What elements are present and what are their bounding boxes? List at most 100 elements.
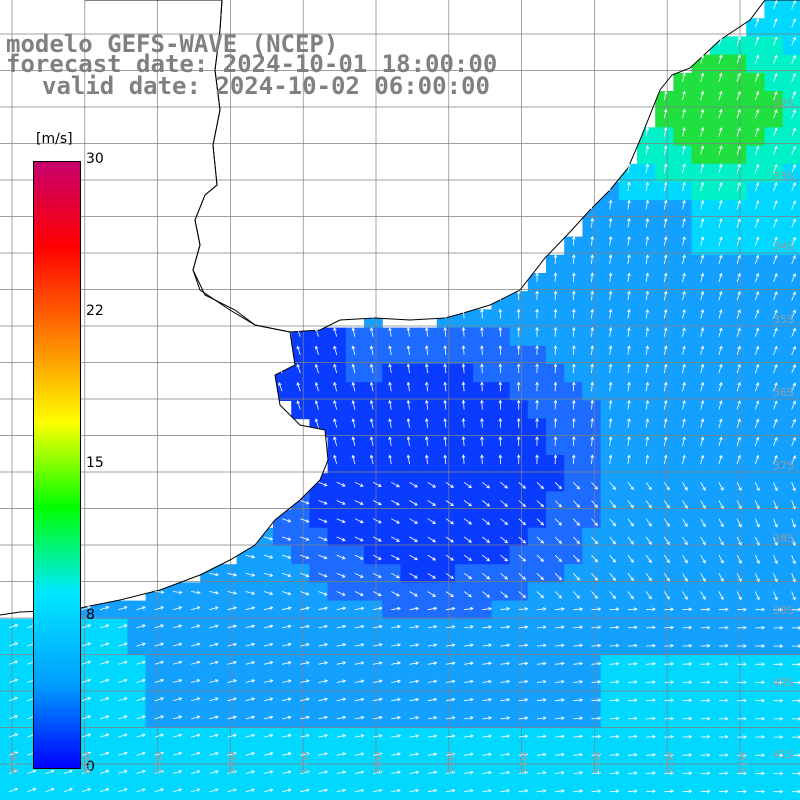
wind-arrow (318, 715, 329, 720)
wind-cell (600, 200, 620, 219)
wind-cell (618, 382, 638, 401)
wind-arrow (318, 624, 329, 629)
wind-cell (491, 418, 511, 438)
wind-arrow (443, 454, 447, 465)
wind-arrow (333, 399, 338, 410)
wind-arrow (555, 716, 565, 721)
wind-arrow (535, 363, 539, 374)
wind-arrow (645, 290, 650, 301)
wind-arrow (333, 418, 338, 428)
wind-cell (509, 327, 529, 347)
wind-arrow (718, 771, 729, 776)
wind-arrow (263, 624, 274, 629)
wind-arrow (645, 163, 650, 173)
wind-arrow (373, 606, 383, 611)
coastline (0, 0, 800, 616)
wind-cell (728, 236, 747, 256)
wind-arrow (682, 236, 686, 246)
wind-cell (436, 364, 456, 383)
wind-arrow (791, 273, 796, 283)
wind-arrow (445, 788, 456, 793)
wind-arrow (718, 625, 729, 630)
wind-arrow (318, 661, 329, 665)
wind-arrow (627, 417, 631, 428)
wind-cell (673, 327, 693, 347)
wind-arrow (409, 591, 418, 597)
wind-cell (782, 218, 800, 238)
wind-cell (764, 327, 784, 347)
wind-arrow (282, 661, 292, 665)
wind-cell (728, 436, 747, 456)
lon-label: 52W (665, 751, 676, 774)
wind-arrow (555, 680, 565, 684)
wind-arrow (609, 643, 620, 648)
wind-arrow (209, 606, 219, 611)
wind-arrow (482, 752, 493, 757)
wind-arrow (682, 680, 693, 684)
wind-arrow (555, 752, 565, 757)
wind-arrow (263, 591, 274, 596)
wind-cell (764, 291, 784, 310)
wind-arrow (336, 770, 347, 774)
wind-cell (637, 218, 656, 238)
wind-arrow (572, 363, 576, 374)
wind-arrow (754, 181, 760, 192)
wind-cell (709, 182, 729, 201)
wind-cell (600, 364, 620, 383)
wind-arrow (627, 536, 634, 545)
wind-arrow (209, 624, 219, 629)
wind-cell (582, 309, 602, 329)
wind-arrow (391, 788, 402, 793)
wind-arrow (754, 127, 760, 137)
wind-arrow (663, 381, 668, 392)
wind-arrow (664, 625, 675, 630)
wind-arrow (754, 591, 760, 601)
wind-cell (600, 418, 620, 438)
wind-arrow (682, 418, 686, 428)
wind-cell (728, 163, 747, 183)
wind-arrow (755, 716, 766, 721)
wind-cell (400, 345, 420, 365)
wind-arrow (45, 769, 55, 774)
wind-arrow (443, 417, 447, 428)
wind-arrow (627, 591, 634, 600)
wind-arrow (754, 500, 760, 510)
wind-arrow (388, 418, 392, 428)
wind-cell (691, 182, 711, 201)
wind-cell (691, 436, 711, 456)
wind-arrow (682, 181, 686, 192)
wind-cell (600, 236, 620, 256)
wind-arrow (755, 662, 766, 666)
wind-arrow (172, 606, 183, 611)
wind-arrow (554, 500, 562, 508)
wind-arrow (118, 715, 128, 720)
wind-arrow (736, 163, 741, 174)
wind-arrow (609, 789, 620, 793)
wind-arrow (498, 436, 503, 446)
wind-arrow (480, 381, 484, 392)
wind-arrow (700, 789, 711, 794)
wind-arrow (391, 643, 402, 647)
wind-arrow (516, 436, 521, 446)
wind-arrow (518, 716, 529, 720)
wind-arrow (336, 572, 346, 578)
wind-arrow (500, 698, 511, 702)
wind-arrow (263, 770, 274, 774)
wind-arrow (518, 591, 527, 599)
wind-arrow (754, 145, 760, 155)
wind-arrow (791, 18, 796, 28)
wind-arrow (663, 290, 668, 301)
wind-arrow (482, 481, 491, 489)
wind-arrow (572, 381, 576, 392)
wind-cell (327, 327, 347, 347)
wind-arrow (736, 482, 742, 492)
wind-arrow (391, 770, 402, 775)
wind-cell (327, 382, 347, 401)
wind-arrow (627, 326, 631, 337)
wind-cell (418, 418, 438, 438)
wind-arrow (737, 753, 747, 757)
wind-cell (691, 273, 711, 292)
colorbar-tick-15: 15 (86, 455, 104, 471)
wind-arrow (682, 145, 686, 155)
